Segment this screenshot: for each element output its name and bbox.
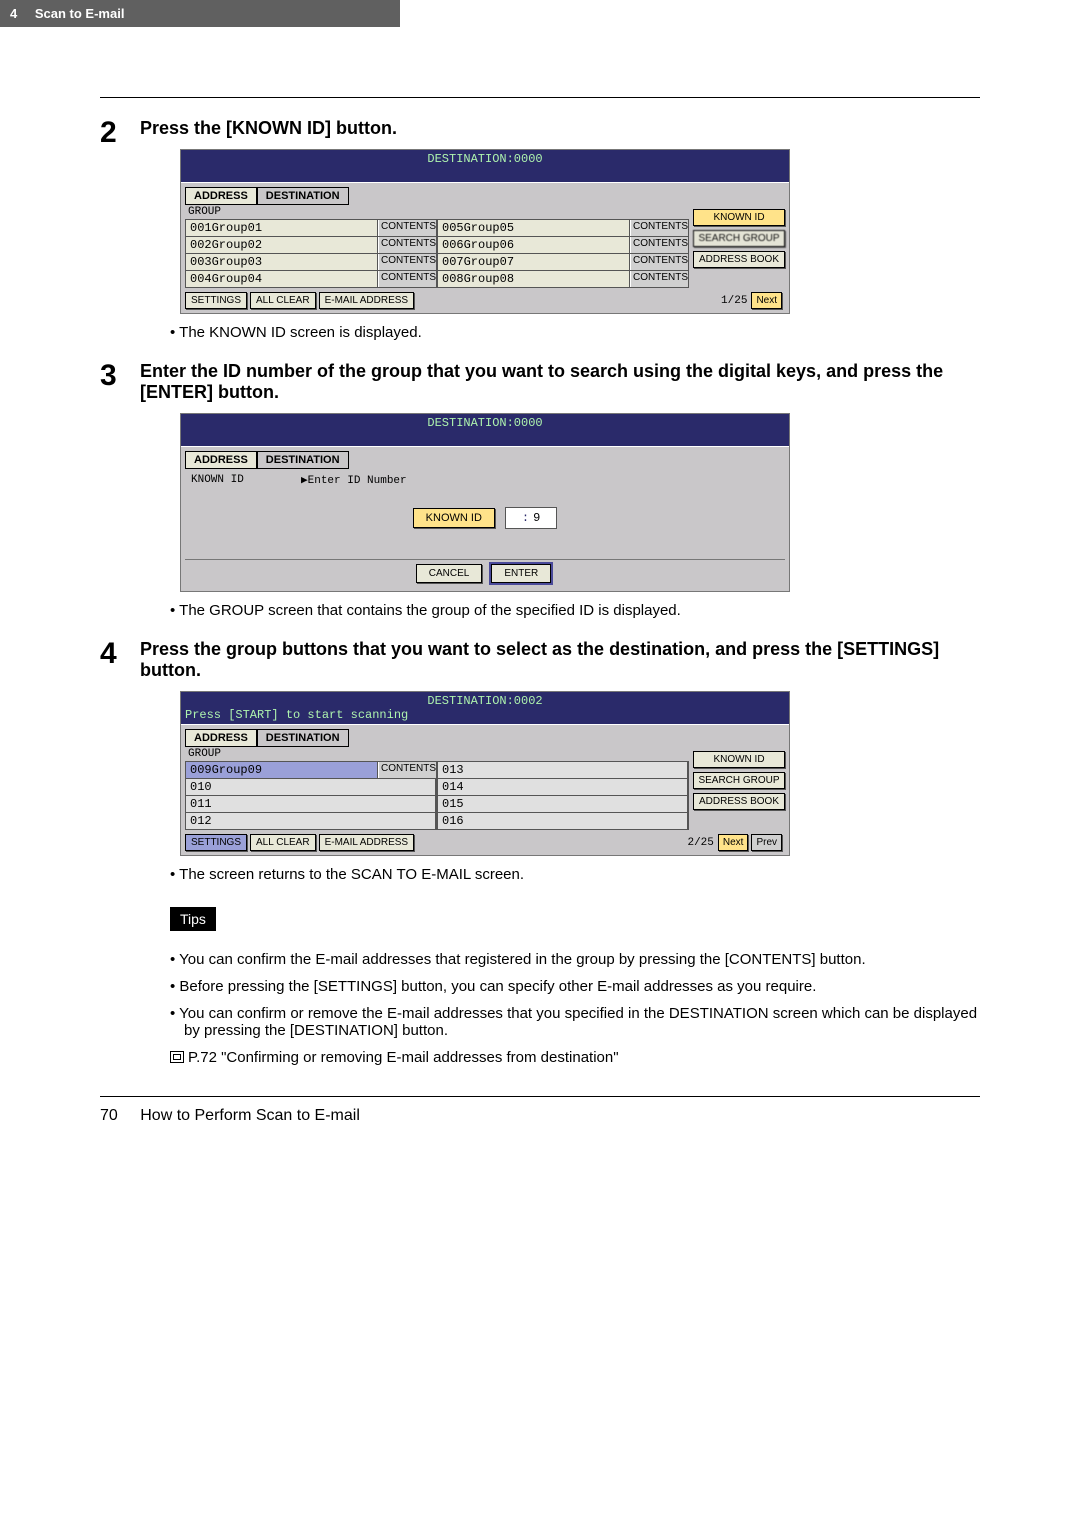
contents-button[interactable]: CONTENTS	[630, 237, 688, 253]
group-cell-012[interactable]: 012	[186, 813, 436, 829]
tips-label: Tips	[170, 907, 216, 931]
page-indicator: 2/25	[687, 837, 713, 849]
settings-button[interactable]: SETTINGS	[185, 834, 247, 851]
all-clear-button[interactable]: ALL CLEAR	[250, 834, 316, 851]
contents-button[interactable]: CONTENTS	[378, 220, 436, 236]
contents-button[interactable]: CONTENTS	[378, 237, 436, 253]
step-4-result: The screen returns to the SCAN TO E-MAIL…	[170, 866, 980, 883]
search-group-button[interactable]: SEARCH GROUP	[693, 772, 785, 789]
group-cell-014[interactable]: 014	[438, 779, 688, 795]
panel2-destination-header: DESTINATION:0000	[185, 416, 785, 430]
cancel-button[interactable]: CANCEL	[416, 564, 483, 583]
section-title: Scan to E-mail	[35, 6, 125, 21]
address-book-button[interactable]: ADDRESS BOOK	[693, 793, 785, 810]
step-4-number: 4	[100, 639, 140, 1066]
step-4-title: Press the group buttons that you want to…	[140, 639, 980, 681]
tab-destination[interactable]: DESTINATION	[257, 187, 349, 205]
step-2: 2 Press the [KNOWN ID] button. DESTINATI…	[100, 118, 980, 351]
tab-address[interactable]: ADDRESS	[185, 729, 257, 747]
group-cell-010[interactable]: 010	[186, 779, 436, 795]
group-cell-008[interactable]: 008Group08	[438, 271, 630, 287]
step-3-title: Enter the ID number of the group that yo…	[140, 361, 980, 403]
footer-page-number: 70	[100, 1107, 118, 1124]
header-rule	[100, 97, 980, 98]
step-3: 3 Enter the ID number of the group that …	[100, 361, 980, 629]
panel-known-id: DESTINATION:0000 ADDRESS DESTINATION KNO…	[180, 413, 790, 592]
step-4: 4 Press the group buttons that you want …	[100, 639, 980, 1066]
step-2-number: 2	[100, 118, 140, 351]
settings-button[interactable]: SETTINGS	[185, 292, 247, 309]
group-cell-005[interactable]: 005Group05	[438, 220, 630, 236]
group-cell-007[interactable]: 007Group07	[438, 254, 630, 270]
next-button[interactable]: Next	[718, 834, 749, 851]
contents-button[interactable]: CONTENTS	[378, 762, 436, 778]
group-cell-015[interactable]: 015	[438, 796, 688, 812]
contents-button[interactable]: CONTENTS	[378, 254, 436, 270]
step-2-title: Press the [KNOWN ID] button.	[140, 118, 980, 139]
tip-1: You can confirm the E-mail addresses tha…	[170, 951, 980, 968]
contents-button[interactable]: CONTENTS	[630, 220, 688, 236]
enter-button[interactable]: ENTER	[491, 564, 551, 583]
group-row-label: GROUP	[185, 205, 689, 219]
group-cell-001[interactable]: 001Group01	[186, 220, 378, 236]
email-address-button[interactable]: E-MAIL ADDRESS	[319, 834, 415, 851]
group-cell-004[interactable]: 004Group04	[186, 271, 378, 287]
search-group-button[interactable]: SEARCH GROUP	[693, 230, 785, 247]
panel1-destination-header: DESTINATION:0000	[185, 152, 785, 166]
tab-destination[interactable]: DESTINATION	[257, 451, 349, 469]
group-cell-009[interactable]: 009Group09	[186, 762, 378, 778]
tip-3: You can confirm or remove the E-mail add…	[170, 1005, 980, 1039]
group-cell-003[interactable]: 003Group03	[186, 254, 378, 270]
footer-title: How to Perform Scan to E-mail	[140, 1107, 360, 1124]
group-cell-006[interactable]: 006Group06	[438, 237, 630, 253]
known-id-row-label: KNOWN ID	[191, 474, 301, 486]
section-number: 4	[10, 6, 17, 21]
group-cell-011[interactable]: 011	[186, 796, 436, 812]
group-cell-002[interactable]: 002Group02	[186, 237, 378, 253]
address-book-button[interactable]: ADDRESS BOOK	[693, 251, 785, 268]
panel3-sub-header: Press [START] to start scanning	[185, 708, 785, 722]
known-id-inline-button[interactable]: KNOWN ID	[413, 508, 495, 528]
panel3-destination-header: DESTINATION:0002	[185, 694, 785, 708]
book-icon	[170, 1051, 184, 1063]
doc-header-tab: 4 Scan to E-mail	[0, 0, 400, 27]
step-2-result: The KNOWN ID screen is displayed.	[170, 324, 980, 341]
tip-2: Before pressing the [SETTINGS] button, y…	[170, 978, 980, 995]
panel-group-select: DESTINATION:0002 Press [START] to start …	[180, 691, 790, 856]
email-address-button[interactable]: E-MAIL ADDRESS	[319, 292, 415, 309]
tips-reference: P.72 "Confirming or removing E-mail addr…	[170, 1049, 980, 1066]
group-cell-013[interactable]: 013	[438, 762, 688, 778]
enter-id-prompt: ▶Enter ID Number	[301, 473, 407, 487]
tab-address[interactable]: ADDRESS	[185, 451, 257, 469]
step-3-result: The GROUP screen that contains the group…	[170, 602, 980, 619]
page-indicator: 1/25	[721, 295, 747, 307]
all-clear-button[interactable]: ALL CLEAR	[250, 292, 316, 309]
group-row-label: GROUP	[185, 747, 689, 761]
next-button[interactable]: Next	[751, 292, 782, 309]
page-footer: 70 How to Perform Scan to E-mail	[100, 1096, 980, 1125]
contents-button[interactable]: CONTENTS	[378, 271, 436, 287]
prev-button[interactable]: Prev	[751, 834, 782, 851]
id-number-field[interactable]: :9	[505, 507, 557, 529]
step-3-number: 3	[100, 361, 140, 629]
known-id-button[interactable]: KNOWN ID	[693, 209, 785, 226]
panel-group-list: DESTINATION:0000 ADDRESS DESTINATION GRO…	[180, 149, 790, 314]
contents-button[interactable]: CONTENTS	[630, 271, 688, 287]
tab-destination[interactable]: DESTINATION	[257, 729, 349, 747]
tips-list: You can confirm the E-mail addresses tha…	[140, 951, 980, 1066]
group-cell-016[interactable]: 016	[438, 813, 688, 829]
contents-button[interactable]: CONTENTS	[630, 254, 688, 270]
known-id-button[interactable]: KNOWN ID	[693, 751, 785, 768]
tab-address[interactable]: ADDRESS	[185, 187, 257, 205]
